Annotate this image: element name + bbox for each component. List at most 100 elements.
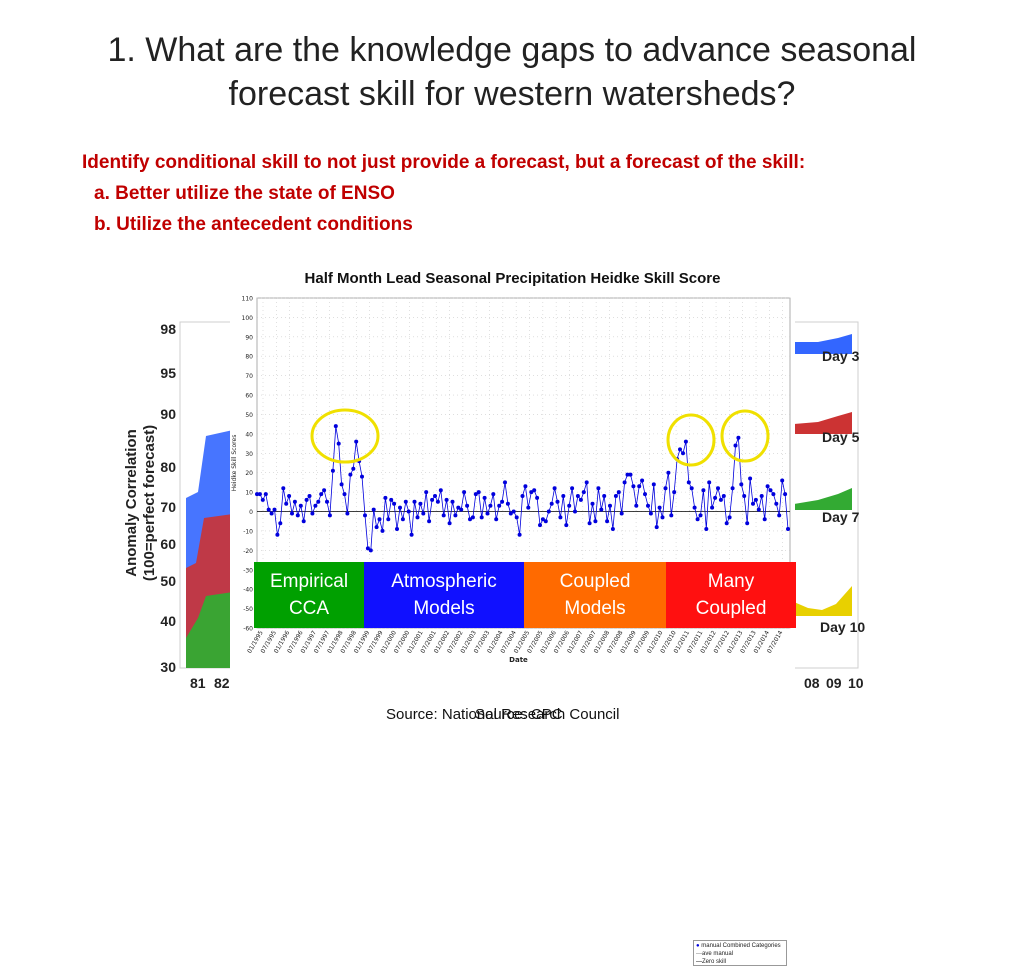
data-point bbox=[438, 488, 443, 493]
data-point bbox=[444, 497, 449, 502]
highlight-circle bbox=[310, 408, 380, 464]
data-point bbox=[683, 439, 688, 444]
slide-subtitle: Identify conditional skill to not just p… bbox=[82, 147, 805, 240]
y-tick-label: 40 bbox=[245, 431, 253, 438]
bg-ytick: 70 bbox=[160, 499, 176, 515]
data-point bbox=[520, 494, 525, 498]
data-point bbox=[628, 472, 633, 477]
data-point bbox=[774, 501, 779, 506]
y-tick-label: 70 bbox=[245, 373, 253, 380]
data-point bbox=[543, 519, 548, 524]
data-point bbox=[535, 495, 540, 500]
data-point bbox=[453, 513, 458, 518]
data-point bbox=[255, 492, 259, 497]
bg-ytick: 90 bbox=[160, 406, 176, 422]
data-point bbox=[651, 482, 656, 487]
bg-ytick: 40 bbox=[160, 613, 176, 629]
y-tick-label: 80 bbox=[245, 354, 253, 361]
data-point bbox=[473, 492, 478, 497]
data-point bbox=[392, 501, 397, 506]
data-point bbox=[716, 486, 720, 491]
data-point bbox=[287, 494, 292, 498]
data-point bbox=[587, 521, 592, 526]
data-point bbox=[415, 515, 420, 520]
data-point bbox=[532, 488, 537, 493]
bg-xtick: 81 bbox=[190, 675, 206, 690]
data-point bbox=[325, 499, 329, 504]
box-atmospheric-models: Atmospheric Models bbox=[364, 562, 524, 628]
data-point bbox=[660, 515, 665, 520]
data-point bbox=[298, 503, 303, 508]
data-point bbox=[698, 513, 703, 518]
data-point bbox=[316, 499, 321, 504]
data-point bbox=[745, 521, 750, 526]
highlight-circle bbox=[720, 409, 770, 463]
data-point bbox=[646, 503, 650, 508]
data-point bbox=[578, 497, 583, 502]
data-point bbox=[310, 511, 315, 516]
data-point bbox=[564, 523, 569, 528]
data-point bbox=[307, 494, 312, 498]
data-point bbox=[640, 478, 645, 483]
y-tick-label: -10 bbox=[243, 528, 253, 535]
slide-title: 1. What are the knowledge gaps to advanc… bbox=[40, 28, 984, 116]
data-point bbox=[637, 484, 642, 489]
y-axis-label: Heidke Skill Scores bbox=[231, 435, 238, 492]
data-point bbox=[409, 532, 414, 537]
data-point bbox=[751, 501, 755, 506]
data-point bbox=[756, 507, 761, 512]
data-point bbox=[762, 517, 767, 522]
y-tick-label: -20 bbox=[243, 548, 253, 555]
data-point bbox=[479, 515, 484, 520]
data-point bbox=[654, 525, 659, 530]
y-tick-label: -50 bbox=[243, 606, 253, 613]
data-point bbox=[567, 503, 572, 508]
x-axis-label: Date bbox=[509, 656, 528, 664]
bg-ytick: 95 bbox=[160, 365, 176, 381]
day-3-label: Day 3 bbox=[822, 348, 860, 364]
subtitle-item-a: a. Better utilize the state of ENSO bbox=[94, 183, 395, 204]
data-point bbox=[540, 517, 545, 522]
data-point bbox=[459, 507, 464, 512]
data-point bbox=[771, 492, 776, 497]
data-point bbox=[462, 490, 467, 495]
data-point bbox=[605, 519, 610, 524]
bg-ytick: 30 bbox=[160, 659, 176, 675]
data-point bbox=[380, 528, 385, 533]
data-point bbox=[686, 480, 691, 485]
data-point bbox=[753, 497, 758, 502]
data-point bbox=[648, 511, 653, 516]
y-tick-label: 50 bbox=[245, 412, 253, 419]
data-point bbox=[403, 499, 408, 504]
data-point bbox=[476, 490, 481, 495]
data-point bbox=[441, 513, 446, 518]
data-point bbox=[430, 497, 435, 502]
data-point bbox=[412, 499, 417, 504]
data-point bbox=[278, 521, 283, 526]
data-point bbox=[269, 511, 274, 516]
y-tick-label: 110 bbox=[242, 296, 254, 303]
data-point bbox=[622, 480, 627, 485]
data-point bbox=[488, 503, 493, 508]
model-category-boxes: Empirical CCA Atmospheric Models Coupled Mo… bbox=[254, 562, 796, 628]
data-point bbox=[695, 517, 700, 522]
data-point bbox=[669, 513, 674, 518]
data-point bbox=[765, 484, 770, 489]
data-point bbox=[406, 509, 411, 514]
data-point bbox=[371, 507, 376, 512]
data-point bbox=[608, 503, 612, 508]
data-point bbox=[494, 517, 499, 522]
y-tick-label: 90 bbox=[245, 334, 253, 341]
data-point bbox=[786, 527, 790, 531]
data-point bbox=[468, 517, 472, 522]
data-point bbox=[272, 507, 277, 512]
y-tick-label: -40 bbox=[243, 587, 253, 594]
data-point bbox=[354, 439, 359, 444]
bg-xtick: 08 bbox=[804, 675, 820, 690]
data-point bbox=[718, 497, 723, 502]
bg-ytick: 60 bbox=[160, 536, 176, 552]
data-point bbox=[739, 482, 744, 487]
data-point bbox=[377, 517, 382, 522]
data-point bbox=[260, 497, 265, 502]
data-point bbox=[424, 490, 429, 495]
